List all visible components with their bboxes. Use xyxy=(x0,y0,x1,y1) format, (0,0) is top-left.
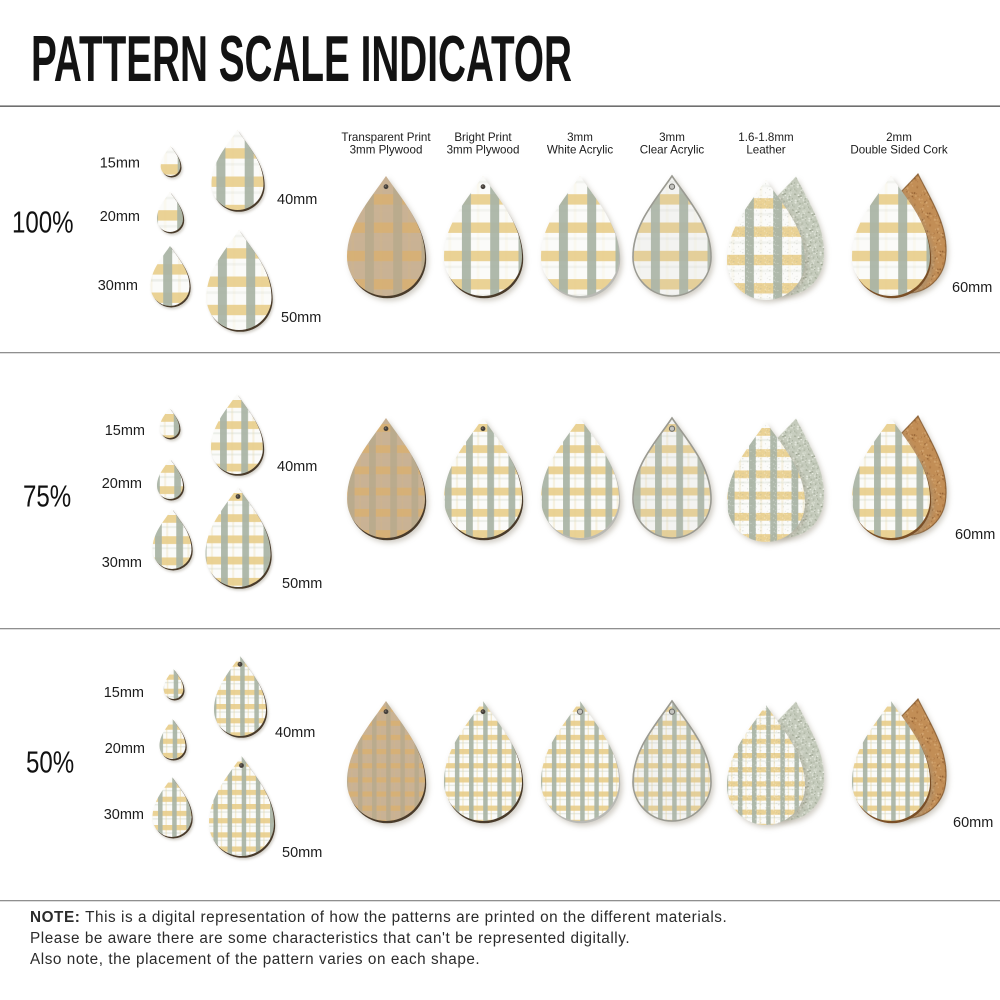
svg-text:15mm: 15mm xyxy=(100,156,140,172)
svg-text:1.6-1.8mm: 1.6-1.8mm xyxy=(738,131,793,144)
svg-text:60mm: 60mm xyxy=(955,527,995,543)
svg-text:60mm: 60mm xyxy=(953,815,993,831)
svg-text:50mm: 50mm xyxy=(282,576,322,592)
svg-text:Transparent Print: Transparent Print xyxy=(341,131,431,144)
svg-text:50mm: 50mm xyxy=(282,845,322,861)
svg-text:15mm: 15mm xyxy=(105,423,145,439)
svg-text:2mm: 2mm xyxy=(886,131,912,144)
svg-text:15mm: 15mm xyxy=(104,685,144,701)
svg-text:40mm: 40mm xyxy=(275,725,315,741)
svg-text:30mm: 30mm xyxy=(98,278,138,294)
svg-text:Bright Print: Bright Print xyxy=(454,131,512,144)
svg-text:30mm: 30mm xyxy=(102,555,142,571)
svg-text:20mm: 20mm xyxy=(102,476,142,492)
svg-text:20mm: 20mm xyxy=(100,209,140,225)
svg-text:3mm Plywood: 3mm Plywood xyxy=(447,144,520,157)
svg-text:Clear Acrylic: Clear Acrylic xyxy=(640,144,705,157)
svg-text:Double Sided Cork: Double Sided Cork xyxy=(850,144,948,157)
svg-text:40mm: 40mm xyxy=(277,459,317,475)
svg-text:PATTERN SCALE INDICATOR: PATTERN SCALE INDICATOR xyxy=(31,24,572,96)
svg-text:Leather: Leather xyxy=(746,144,785,157)
svg-text:Please be aware there are some: Please be aware there are some character… xyxy=(30,930,630,947)
svg-text:50mm: 50mm xyxy=(281,310,321,326)
svg-text:Also note, the placement of th: Also note, the placement of the pattern … xyxy=(30,951,480,968)
svg-text:100%: 100% xyxy=(12,205,74,239)
svg-text:NOTE: This is a digital repres: NOTE: This is a digital representation o… xyxy=(30,909,727,926)
svg-text:3mm: 3mm xyxy=(659,131,685,144)
svg-text:60mm: 60mm xyxy=(952,280,992,296)
svg-text:3mm: 3mm xyxy=(567,131,593,144)
svg-text:3mm Plywood: 3mm Plywood xyxy=(350,144,423,157)
svg-text:30mm: 30mm xyxy=(104,807,144,823)
svg-text:20mm: 20mm xyxy=(105,741,145,757)
svg-text:75%: 75% xyxy=(23,479,71,513)
svg-text:White Acrylic: White Acrylic xyxy=(547,144,614,157)
svg-text:50%: 50% xyxy=(26,745,74,779)
svg-text:40mm: 40mm xyxy=(277,192,317,208)
